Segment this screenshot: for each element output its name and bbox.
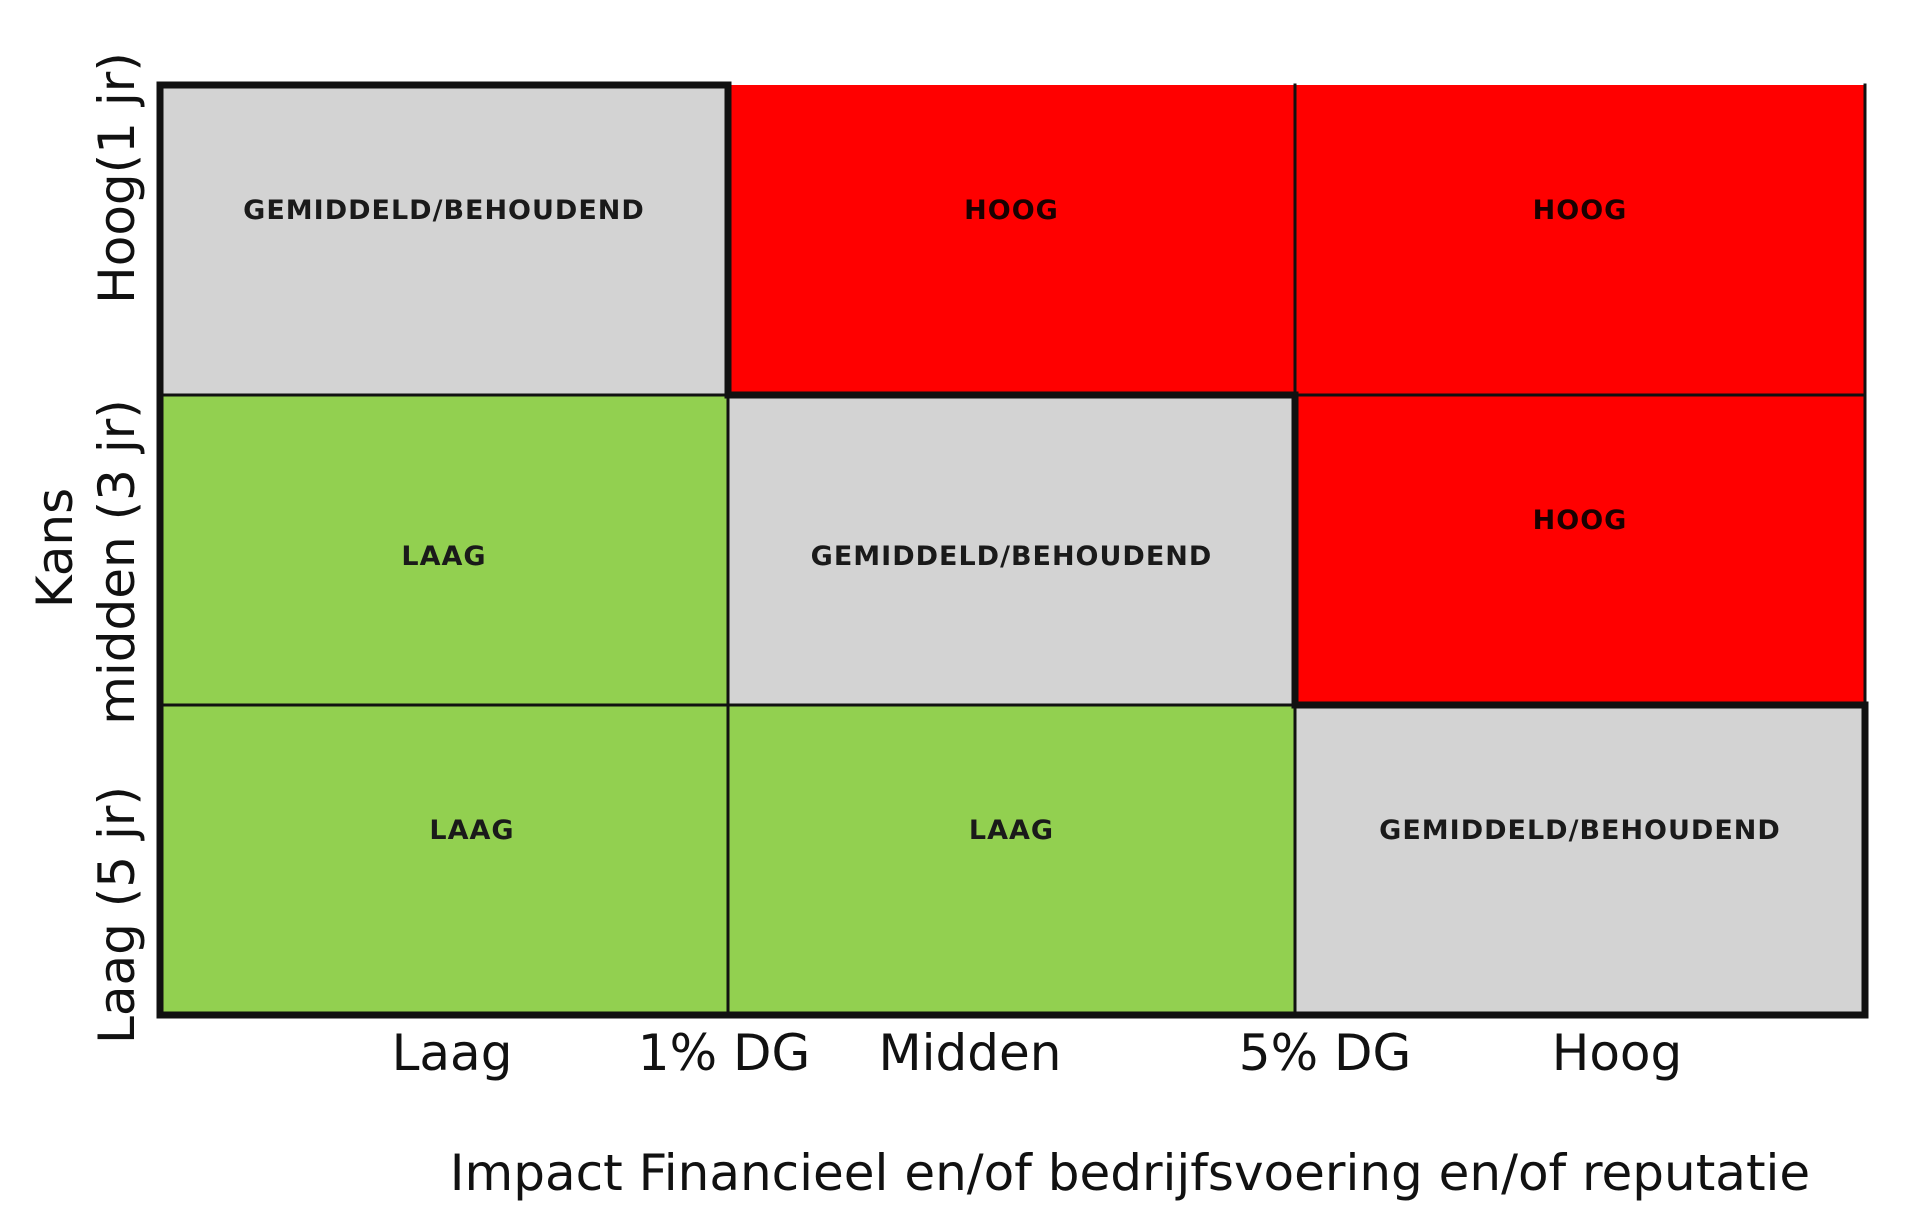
x-axis-title: Impact Financieel en/of bedrijfsvoering …	[450, 1144, 1810, 1202]
y-axis-row-label-low: Laag (5 jr)	[88, 786, 146, 1044]
matrix-cell-labels: GEMIDDELD/BEHOUDEND HOOG HOOG LAAG GEMIDDELD…	[243, 195, 1781, 846]
matrix-cell-r2-c2	[728, 395, 1295, 705]
matrix-cell-r2-c3	[1295, 395, 1865, 705]
matrix-cell-label-r2-c1: LAAG	[401, 541, 486, 572]
x-axis-tick-midden: Midden	[879, 1024, 1062, 1082]
matrix-cell-r1-c1	[160, 85, 728, 395]
matrix-cell-r2-c1	[160, 395, 728, 705]
matrix-cell-r1-c2	[728, 85, 1295, 395]
x-axis-tick-1pct-dg: 1% DG	[638, 1024, 810, 1082]
matrix-cells	[160, 85, 1865, 1015]
matrix-cell-r1-c3	[1295, 85, 1865, 395]
matrix-cell-r3-c3	[1295, 705, 1865, 1015]
y-axis-title: Kans	[26, 488, 84, 608]
x-axis-tick-laag: Laag	[392, 1024, 513, 1082]
matrix-cell-label-r3-c3: GEMIDDELD/BEHOUDEND	[1379, 815, 1781, 846]
matrix-cell-r3-c2	[728, 705, 1295, 1015]
matrix-cell-label-r1-c1: GEMIDDELD/BEHOUDEND	[243, 195, 645, 226]
matrix-cell-label-r2-c3: HOOG	[1533, 505, 1628, 536]
matrix-cell-label-r2-c2: GEMIDDELD/BEHOUDEND	[811, 541, 1213, 572]
matrix-grid-lines	[156, 81, 1869, 1019]
matrix-cell-label-r3-c1: LAAG	[429, 815, 514, 846]
y-axis-row-label-high: Hoog(1 jr)	[88, 52, 146, 304]
matrix-cell-label-r1-c3: HOOG	[1533, 195, 1628, 226]
matrix-cell-label-r1-c2: HOOG	[964, 195, 1059, 226]
matrix-cell-r3-c1	[160, 705, 728, 1015]
matrix-cell-label-r3-c2: LAAG	[969, 815, 1054, 846]
y-axis-row-label-mid: midden (3 jr)	[88, 399, 146, 725]
x-axis-tick-hoog: Hoog	[1552, 1024, 1683, 1082]
x-axis-tick-5pct-dg: 5% DG	[1239, 1024, 1411, 1082]
